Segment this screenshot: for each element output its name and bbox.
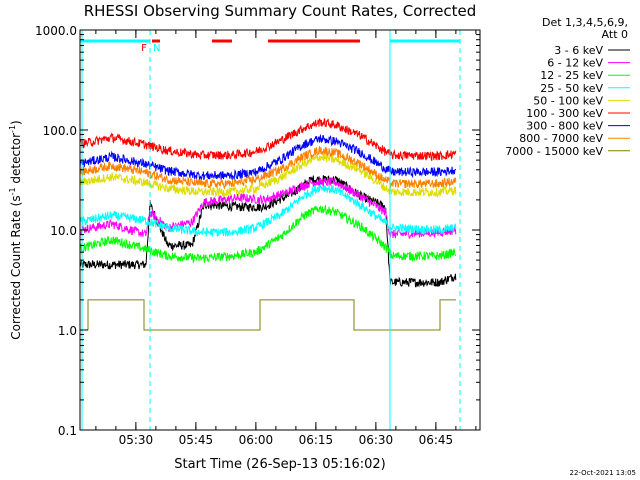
legend-header-1: Det 1,3,4,5,6,9, <box>542 16 628 29</box>
legend-label-3: 25 - 50 keV <box>540 82 603 95</box>
series-line-4 <box>79 153 457 198</box>
legend-label-2: 12 - 25 keV <box>540 69 603 82</box>
series-line-2 <box>79 205 456 264</box>
series-layer <box>79 118 457 331</box>
y-tick-label-1: 1.0 <box>58 324 77 338</box>
x-tick-label-4: 06:30 <box>359 433 394 447</box>
y-axis-label: Corrected Count Rate (s-1 detector-1) <box>8 120 23 339</box>
series-line-8 <box>87 299 456 331</box>
legend-label-6: 300 - 800 keV <box>526 120 603 133</box>
x-tick-label-3: 06:15 <box>299 433 334 447</box>
legend-header-2: Att 0 <box>602 28 628 41</box>
y-axis-label-sup: -1 <box>8 187 17 195</box>
legend-label-1: 6 - 12 keV <box>547 57 603 70</box>
chart-title: RHESSI Observing Summary Count Rates, Co… <box>84 2 477 20</box>
footer-date: 22-Oct-2021 13:05 <box>570 469 636 477</box>
axes-layer: 0.1 1.0 10.0 100.0 1000.0 05:30 05:45 06:00 06:1… <box>35 24 480 447</box>
series-line-6 <box>79 134 457 181</box>
y-tick-label-3: 100.0 <box>43 124 77 138</box>
y-axis-label-tail: detector <box>9 133 23 188</box>
series-line-3 <box>79 183 457 237</box>
legend-label-5: 100 - 300 keV <box>526 107 603 120</box>
legend-label-0: 3 - 6 keV <box>554 44 603 57</box>
x-tick-label-0: 05:30 <box>119 433 154 447</box>
legend-label-7: 800 - 7000 keV <box>519 132 603 145</box>
series-line-0 <box>79 175 457 288</box>
x-tick-label-5: 06:45 <box>419 433 454 447</box>
series-line-7 <box>79 146 457 190</box>
legend-label-4: 50 - 100 keV <box>533 94 603 107</box>
series-line-5 <box>79 118 457 162</box>
x-tick-label-2: 06:00 <box>239 433 274 447</box>
legend-label-8: 7000 - 15000 keV <box>505 145 603 158</box>
y-axis-label-sup2: -1 <box>8 125 17 133</box>
y-tick-label-0: 0.1 <box>58 424 77 438</box>
flag-label-0: F <box>141 43 147 54</box>
x-axis-label: Start Time (26-Sep-13 05:16:02) <box>174 457 385 472</box>
y-tick-label-2: 10.0 <box>50 224 77 238</box>
series-line-1 <box>79 176 457 239</box>
flag-label-1: N <box>153 43 160 54</box>
y-tick-label-4: 1000.0 <box>35 24 77 38</box>
vertical-markers <box>81 30 461 430</box>
x-tick-label-1: 05:45 <box>179 433 214 447</box>
y-axis-label-main: Corrected Count Rate (s <box>9 195 23 339</box>
y-axis-label-end: ) <box>9 120 23 125</box>
